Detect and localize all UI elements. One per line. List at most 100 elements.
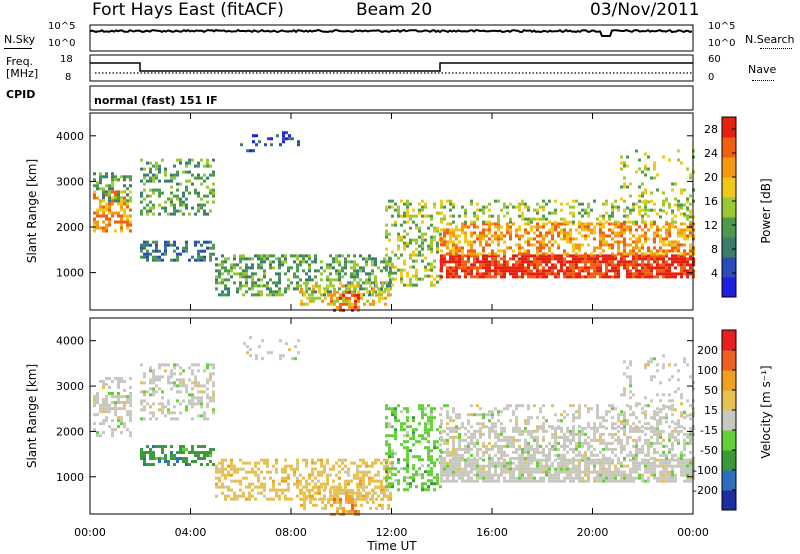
echo-cell [542, 404, 545, 408]
echo-cell [129, 413, 132, 417]
echo-cell [403, 220, 406, 224]
echo-cell [200, 203, 203, 207]
echo-cell [336, 506, 339, 510]
echo-cell [424, 437, 427, 441]
echo-cell [164, 369, 167, 373]
echo-cell [317, 458, 320, 462]
echo-cell [230, 263, 233, 267]
echo-cell [353, 254, 356, 258]
echo-cell [689, 461, 692, 465]
echo-cell [389, 497, 392, 501]
echo-cell [279, 143, 282, 147]
echo-cell [662, 438, 665, 442]
echo-cell [611, 254, 614, 258]
echo-cell [440, 202, 443, 206]
echo-cell [602, 214, 605, 218]
echo-cell [587, 410, 590, 414]
echo-cell [170, 372, 173, 376]
echo-cell [449, 199, 452, 203]
echo-cell [611, 416, 614, 420]
echo-cell [671, 240, 674, 244]
echo-cell [389, 494, 392, 498]
echo-cell [350, 266, 353, 270]
freq-right-tick-top: 60 [708, 54, 721, 65]
echo-cell [345, 500, 348, 504]
echo-cell [433, 416, 436, 420]
echo-cell [397, 479, 400, 483]
echo-cell [527, 458, 530, 462]
echo-cell [353, 263, 356, 267]
echo-cell [236, 290, 239, 294]
echo-cell [99, 175, 102, 179]
echo-cell [536, 266, 539, 270]
echo-cell [197, 384, 200, 388]
echo-cell [623, 182, 626, 186]
echo-cell [500, 225, 503, 229]
echo-cell [455, 473, 458, 477]
echo-cell [303, 497, 306, 501]
noise-search-label: N.Search [745, 33, 795, 46]
echo-cell [324, 296, 327, 300]
echo-cell [200, 463, 203, 467]
echo-cell [662, 249, 665, 253]
echo-cell [443, 479, 446, 483]
echo-cell [653, 252, 656, 256]
echo-cell [108, 425, 111, 429]
echo-cell [108, 202, 111, 206]
echo-cell [338, 458, 341, 462]
echo-cell [587, 470, 590, 474]
echo-cell [338, 476, 341, 480]
echo-cell [554, 275, 557, 279]
echo-cell [626, 375, 629, 379]
echo-cell [470, 432, 473, 436]
echo-cell [611, 237, 614, 241]
echo-cell [455, 435, 458, 439]
echo-cell [659, 263, 662, 267]
echo-cell [323, 269, 326, 273]
echo-cell [521, 246, 524, 250]
echo-cell [620, 438, 623, 442]
echo-cell [662, 429, 665, 433]
echo-cell [278, 482, 281, 486]
echo-cell [126, 395, 129, 399]
echo-cell [245, 284, 248, 288]
echo-cell [485, 234, 488, 238]
echo-cell [521, 211, 524, 215]
echo-cell [587, 202, 590, 206]
echo-cell [599, 450, 602, 454]
echo-cell [455, 252, 458, 256]
echo-cell [557, 441, 560, 445]
echo-cell [182, 212, 185, 216]
echo-cell [638, 461, 641, 465]
echo-cell [140, 194, 143, 198]
echo-cell [485, 269, 488, 273]
echo-cell [356, 275, 359, 279]
echo-cell [236, 497, 239, 501]
echo-cell [476, 404, 479, 408]
echo-cell [482, 228, 485, 232]
echo-cell [403, 458, 406, 462]
echo-cell [167, 179, 170, 183]
echo-cell [614, 272, 617, 276]
echo-cell [641, 243, 644, 247]
echo-cell [191, 182, 194, 186]
echo-cell [626, 254, 629, 258]
echo-cell [254, 254, 257, 258]
echo-cell [548, 269, 551, 273]
echo-cell [485, 228, 488, 232]
echo-cell [111, 407, 114, 411]
echo-cell [668, 234, 671, 238]
echo-cell [242, 461, 245, 465]
echo-cell [503, 464, 506, 468]
echo-cell [611, 269, 614, 273]
echo-cell [545, 231, 548, 235]
echo-cell [400, 253, 403, 257]
echo-cell [356, 476, 359, 480]
echo-cell [233, 494, 236, 498]
echo-cell [406, 232, 409, 236]
echo-cell [620, 444, 623, 448]
echo-cell [155, 167, 158, 171]
echo-cell [497, 464, 500, 468]
echo-cell [686, 263, 689, 267]
echo-cell [427, 262, 430, 266]
